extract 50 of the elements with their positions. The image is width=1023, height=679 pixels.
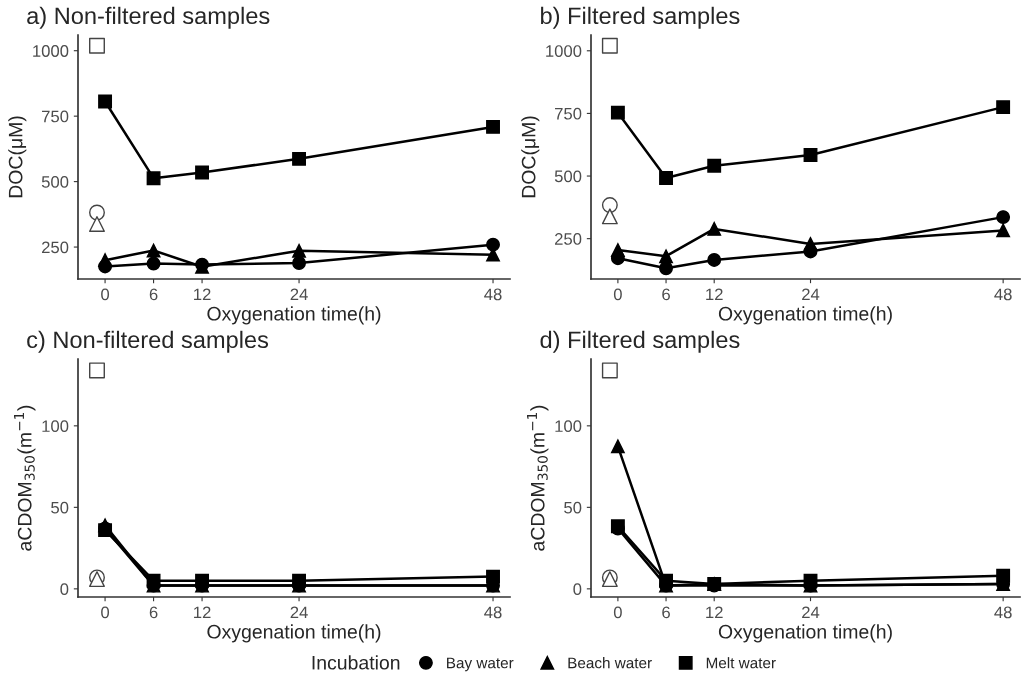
x-tick-label: 12 (194, 606, 211, 619)
x-tick-label: 48 (994, 288, 1012, 301)
y-tick-label: 100 (42, 420, 69, 433)
y-tick-label: 50 (51, 501, 69, 514)
x-tick-label: 6 (662, 606, 670, 619)
x-axis-title: Oxygenation time(h) (718, 624, 892, 643)
legend-label: Melt water (706, 657, 776, 669)
x-tick-label: 12 (706, 288, 723, 301)
x-tick-label: 24 (802, 606, 820, 619)
y-tick-label: 500 (41, 176, 69, 188)
x-axis-title: Oxygenation time(h) (718, 306, 892, 325)
y-tick-label: 750 (42, 110, 69, 123)
y-axis-title: DOC(μM) (521, 116, 540, 198)
chart-title: a) Non-filtered samples (27, 6, 270, 29)
chart-title: b) Filtered samples (541, 6, 740, 29)
x-axis-title: Oxygenation time(h) (207, 624, 381, 643)
x-tick-label: 0 (101, 288, 110, 301)
y-axis-title: aCDOM$_{350}$(m$^{−1}$) (527, 405, 549, 551)
legend-title: Incubation (312, 655, 400, 670)
y-axis-title: DOC(μM) (8, 116, 27, 198)
y-tick-label: 0 (60, 583, 69, 596)
x-tick-label: 12 (706, 606, 723, 619)
y-tick-label: 500 (554, 170, 582, 183)
x-tick-label: 48 (484, 606, 502, 619)
x-tick-label: 48 (994, 606, 1012, 619)
x-tick-label: 24 (290, 606, 308, 619)
x-tick-label: 6 (662, 288, 670, 301)
y-tick-label: 750 (555, 107, 582, 120)
y-tick-label: 0 (573, 583, 582, 596)
y-tick-label: 250 (42, 241, 69, 254)
x-tick-label: 48 (484, 288, 502, 301)
y-tick-label: 1000 (546, 45, 582, 57)
x-tick-label: 0 (101, 606, 110, 619)
y-tick-label: 250 (555, 233, 582, 245)
legend-label: Bay water (447, 657, 514, 672)
y-axis-title: aCDOM$_{350}$(m$^{−1}$) (14, 405, 36, 551)
x-tick-label: 6 (149, 606, 158, 619)
y-tick-label: 1000 (33, 45, 69, 57)
x-tick-label: 24 (802, 288, 820, 301)
legend-label: Beach water (568, 657, 652, 669)
chart-title: d) Filtered samples (540, 330, 740, 353)
x-axis-title: Oxygenation time(h) (207, 306, 381, 325)
x-tick-label: 0 (613, 288, 622, 301)
y-tick-label: 50 (564, 501, 582, 514)
x-tick-label: 24 (290, 288, 308, 301)
x-tick-label: 0 (613, 606, 622, 619)
x-tick-label: 6 (149, 288, 158, 301)
y-tick-label: 100 (555, 420, 582, 433)
chart-title: c) Non-filtered samples (27, 330, 269, 353)
x-tick-label: 12 (194, 288, 211, 301)
